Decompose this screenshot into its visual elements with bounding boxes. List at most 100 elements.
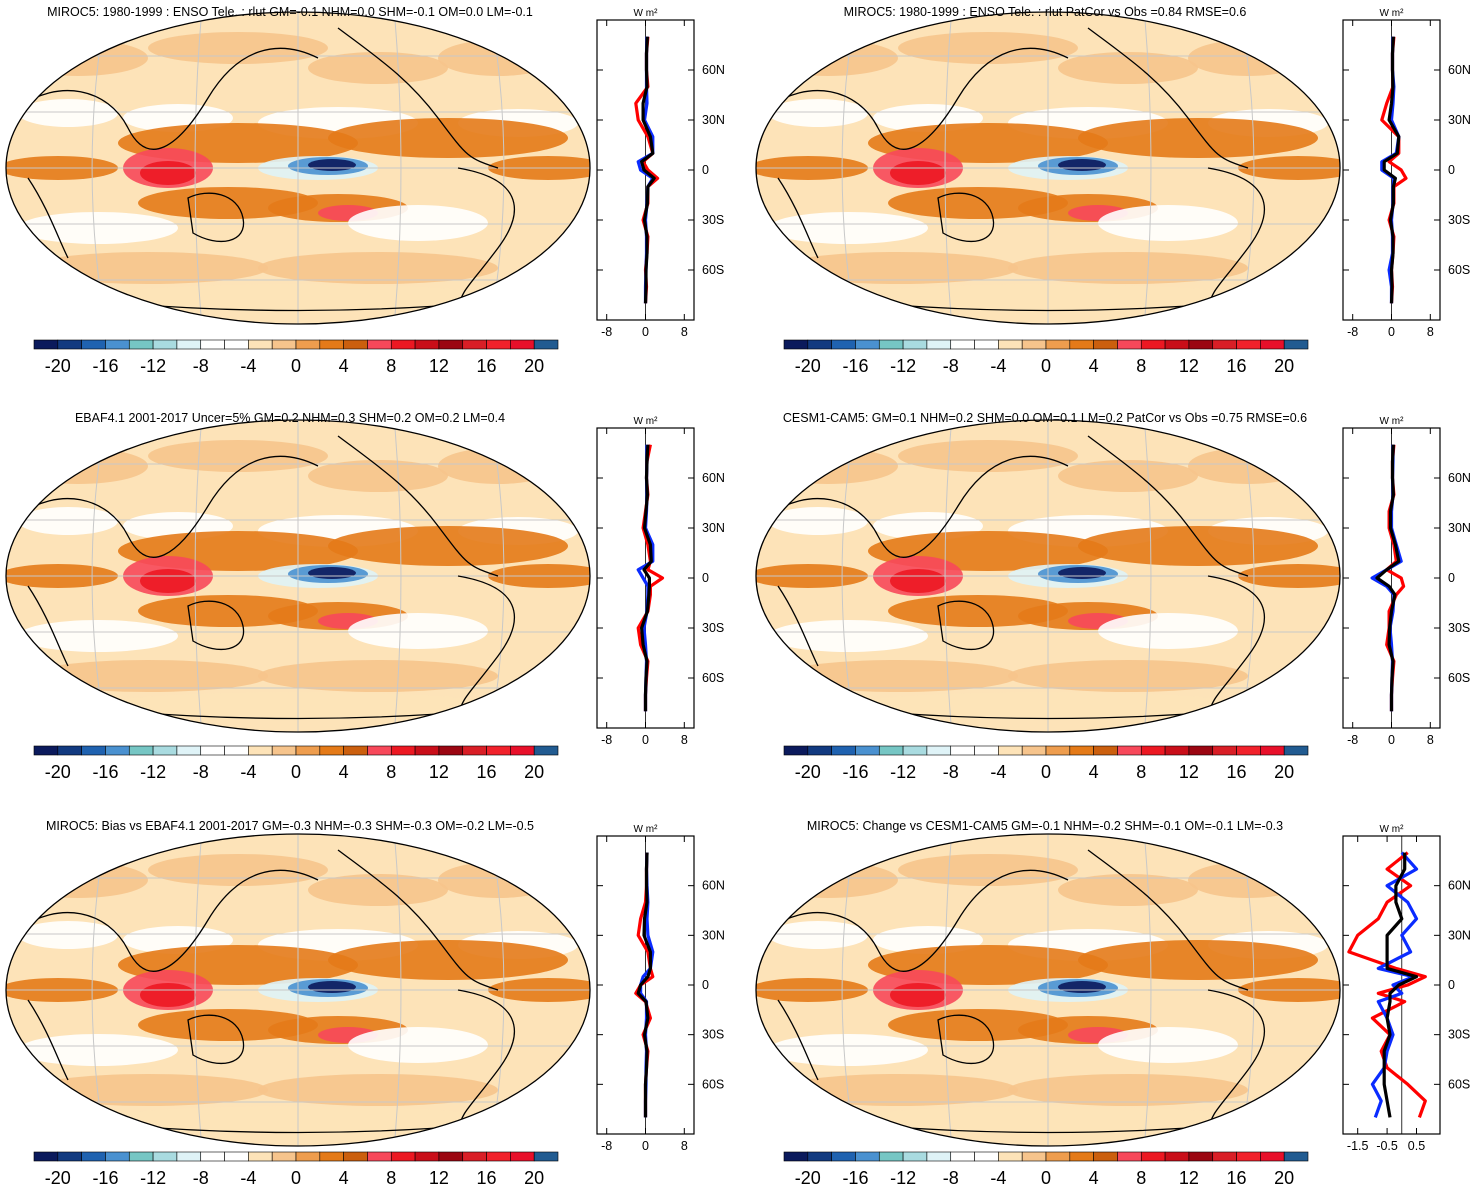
colorbar-swatch <box>271 745 297 756</box>
colorbar-swatch <box>1093 339 1118 350</box>
colorbar-swatch <box>105 1151 130 1162</box>
colorbar-label: -8 <box>943 1168 959 1187</box>
colorbar-label: 20 <box>1274 1168 1294 1187</box>
colorbar-swatch <box>319 339 344 350</box>
map-border <box>755 419 1341 733</box>
map-panel-6 <box>755 833 1341 1147</box>
colorbar-swatch <box>1164 745 1190 756</box>
lat-tick-label: 60N <box>702 879 725 893</box>
lat-tick-label: 30S <box>1448 621 1470 635</box>
zonal-series-black <box>1375 444 1401 712</box>
colorbar-swatch <box>390 339 416 350</box>
colorbar-label: -16 <box>842 1168 868 1187</box>
colorbar-label: -4 <box>240 356 256 376</box>
colorbar-swatch <box>510 745 535 756</box>
lat-tick-label: 30N <box>702 521 725 535</box>
colorbar-swatch <box>1188 339 1214 350</box>
colorbar-label: 8 <box>386 762 396 782</box>
x-tick-label: -8 <box>1347 325 1358 339</box>
colorbar-label: -4 <box>240 762 256 782</box>
colorbar-swatch <box>831 745 856 756</box>
colorbar-swatch <box>343 1151 368 1162</box>
colorbar-swatch <box>486 339 511 350</box>
lat-tick-label: 30N <box>702 928 725 942</box>
colorbar-swatch <box>438 339 464 350</box>
lat-tick-label: 60S <box>702 1077 724 1091</box>
colorbar-label: 16 <box>477 762 497 782</box>
colorbar-swatch <box>783 339 809 350</box>
colorbar-swatch <box>367 339 392 350</box>
colorbar-label: -8 <box>193 1168 209 1187</box>
colorbar-label: 16 <box>477 1168 497 1187</box>
colorbar-swatch <box>1260 1151 1285 1162</box>
colorbar-label: -16 <box>92 356 118 376</box>
lat-tick-label: 30N <box>702 113 725 127</box>
lat-tick-label: 30N <box>1448 113 1471 127</box>
colorbar-label: -4 <box>990 1168 1006 1187</box>
x-tick-label: 8 <box>1427 733 1434 747</box>
lat-tick-label: 60S <box>1448 263 1470 277</box>
colorbar-swatch <box>295 1151 321 1162</box>
colorbar-swatch <box>33 339 59 350</box>
colorbar-swatch <box>414 339 440 350</box>
x-tick-label: -0.5 <box>1376 1139 1398 1153</box>
colorbar-label: 8 <box>386 1168 396 1187</box>
lat-tick-label: 30N <box>1448 928 1471 942</box>
colorbar-swatch <box>343 745 368 756</box>
colorbar-swatch <box>1212 1151 1237 1162</box>
colorbar-label: -12 <box>140 356 166 376</box>
zonal-series-black <box>639 444 653 712</box>
colorbar-label: 8 <box>1136 356 1146 376</box>
colorbar-label: 20 <box>524 356 544 376</box>
colorbar-swatch <box>248 1151 273 1162</box>
x-tick-label: 8 <box>681 733 688 747</box>
colorbar-label: 0 <box>1041 762 1051 782</box>
colorbar-1: -20 -16 -12 -8 -4 0 4 8 12 16 20 <box>33 339 559 376</box>
colorbar-swatch <box>486 745 511 756</box>
colorbar-swatch <box>1045 339 1071 350</box>
colorbar-swatch <box>1236 339 1261 350</box>
colorbar-swatch <box>1260 339 1285 350</box>
lat-tick-label: 60S <box>702 263 724 277</box>
colorbar-swatch <box>1045 745 1071 756</box>
colorbar-swatch <box>1093 745 1118 756</box>
colorbar-swatch <box>855 745 880 756</box>
colorbar-label: 0 <box>291 762 301 782</box>
colorbar-swatch <box>1283 745 1309 756</box>
zonal-series-red <box>1347 851 1427 1118</box>
colorbar-swatch <box>152 745 178 756</box>
colorbar-swatch <box>1117 745 1142 756</box>
x-tick-label: 0.5 <box>1408 1139 1425 1153</box>
colorbar-swatch <box>510 339 535 350</box>
map-border <box>755 833 1341 1147</box>
graticule <box>756 420 1340 732</box>
graticule <box>756 12 1340 324</box>
colorbar-6: -20 -16 -12 -8 -4 0 4 8 12 16 20 <box>783 1151 1309 1187</box>
zonal-series-black <box>1382 36 1401 304</box>
colorbar-swatch <box>831 1151 856 1162</box>
colorbar-label: -8 <box>193 762 209 782</box>
colorbar-label: -16 <box>842 762 868 782</box>
colorbar-label: 12 <box>429 1168 449 1187</box>
lat-tick-label: 30S <box>1448 1028 1470 1042</box>
colorbar-swatch <box>81 745 106 756</box>
colorbar-swatch <box>105 339 130 350</box>
colorbar-swatch <box>831 339 856 350</box>
colorbar-label: 20 <box>1274 356 1294 376</box>
colorbar-label: 20 <box>1274 762 1294 782</box>
x-tick-label: -8 <box>601 733 612 747</box>
colorbar-swatch <box>807 339 832 350</box>
colorbar-swatch <box>128 1151 154 1162</box>
colorbar-swatch <box>533 745 559 756</box>
x-tick-label: 0 <box>642 733 649 747</box>
colorbar-swatch <box>1260 745 1285 756</box>
colorbar-swatch <box>533 1151 559 1162</box>
colorbar-swatch <box>807 745 832 756</box>
colorbar-swatch <box>176 745 202 756</box>
lat-tick-label: 30N <box>1448 521 1471 535</box>
lat-tick-label: 60N <box>702 63 725 77</box>
colorbar-swatch <box>950 339 975 350</box>
zonal-mean-panel-5: 60N 30N 0 30S 60S -8 0 8 W m² <box>596 824 725 1153</box>
colorbar-swatch <box>855 1151 880 1162</box>
colorbar-label: -4 <box>240 1168 256 1187</box>
